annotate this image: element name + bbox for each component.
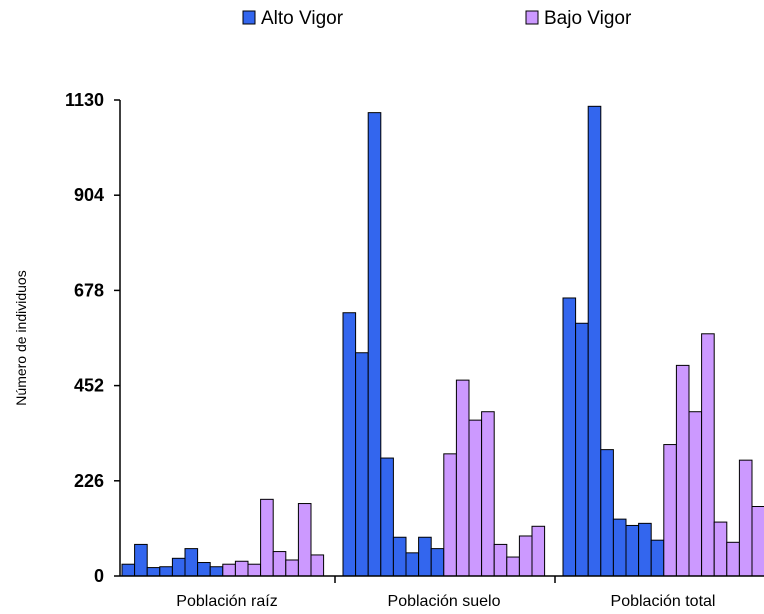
bar-bajo-vigor-g2-4 xyxy=(481,411,495,577)
bar-alto-vigor-g1-1 xyxy=(121,563,136,577)
y-tick-label: 452 xyxy=(74,376,104,396)
x-axis-categories: Población raíz Población suelo Población t… xyxy=(176,576,715,610)
bar-alto-vigor-g2-3 xyxy=(367,112,382,577)
bar-alto-vigor-g3-2 xyxy=(575,322,589,577)
bar-alto-vigor-g2-2 xyxy=(355,352,369,577)
bar-bajo-vigor-g3-5 xyxy=(713,521,728,577)
bar-bajo-vigor-g1-1 xyxy=(222,563,236,577)
bar-alto-vigor-g3-7 xyxy=(638,522,652,577)
bar-bajo-vigor-g2-1 xyxy=(443,453,457,577)
bar-alto-vigor-g1-6 xyxy=(184,548,199,577)
bar-alto-vigor-g1-7 xyxy=(197,562,211,577)
bar-alto-vigor-g2-4 xyxy=(380,457,394,577)
bar-alto-vigor-g3-4 xyxy=(600,449,614,577)
bar-bajo-vigor-g1-3 xyxy=(247,563,262,577)
bars xyxy=(121,105,764,577)
legend-swatch-alto-vigor xyxy=(242,10,256,25)
x-category-label: Población total xyxy=(611,593,716,610)
bar-bajo-vigor-g2-7 xyxy=(518,535,533,577)
legend-label-alto-vigor: Alto Vigor xyxy=(261,8,344,29)
bar-bajo-vigor-g3-2 xyxy=(675,364,690,577)
bar-alto-vigor-g2-8 xyxy=(430,548,445,577)
y-axis-ticks: 0 226 452 678 904 1130 xyxy=(65,90,120,586)
bar-alto-vigor-g2-5 xyxy=(392,536,407,577)
bar-bajo-vigor-g3-1 xyxy=(663,444,677,577)
bar-alto-vigor-g3-8 xyxy=(650,539,665,577)
y-tick-label: 1130 xyxy=(65,90,104,110)
bar-bajo-vigor-g1-6 xyxy=(285,559,299,577)
bar-bajo-vigor-g2-5 xyxy=(493,543,508,577)
bar-bajo-vigor-g3-3 xyxy=(688,411,703,577)
bar-bajo-vigor-g1-5 xyxy=(272,551,287,577)
bar-bajo-vigor-g1-7 xyxy=(297,503,312,577)
legend: Alto Vigor Bajo Vigor xyxy=(242,8,632,29)
bar-bajo-vigor-g2-6 xyxy=(506,556,520,577)
bar-alto-vigor-g1-5 xyxy=(171,557,186,577)
bar-alto-vigor-g1-4 xyxy=(159,566,173,577)
bar-alto-vigor-g1-3 xyxy=(146,567,161,577)
bar-alto-vigor-g3-3 xyxy=(587,105,602,577)
legend-label-bajo-vigor: Bajo Vigor xyxy=(544,8,632,29)
x-category-label: Población raíz xyxy=(176,593,277,610)
bar-alto-vigor-g2-6 xyxy=(405,552,420,577)
bar-bajo-vigor-g3-7 xyxy=(738,459,753,577)
y-axis-title: Número de individuos xyxy=(13,270,29,405)
bar-alto-vigor-g2-7 xyxy=(418,536,432,577)
bar-bajo-vigor-g2-2 xyxy=(455,379,470,577)
bar-bajo-vigor-g1-2 xyxy=(234,560,249,577)
y-tick-label: 678 xyxy=(74,280,104,300)
bar-alto-vigor-g3-6 xyxy=(625,524,640,577)
bar-bajo-vigor-g2-8 xyxy=(531,525,546,577)
bar-bajo-vigor-g2-3 xyxy=(468,419,483,577)
bar-bajo-vigor-g1-8 xyxy=(310,554,325,577)
bar-bajo-vigor-g1-4 xyxy=(260,498,274,577)
legend-swatch-bajo-vigor xyxy=(525,10,539,25)
bar-alto-vigor-g3-5 xyxy=(612,518,627,577)
bar-alto-vigor-g1-2 xyxy=(134,543,148,577)
y-tick-label: 226 xyxy=(74,471,104,491)
y-tick-label: 904 xyxy=(74,185,104,205)
bar-bajo-vigor-g3-4 xyxy=(701,333,715,577)
bar-alto-vigor-g1-8 xyxy=(209,566,224,577)
bar-bajo-vigor-g3-6 xyxy=(726,541,740,577)
y-tick-label: 0 xyxy=(94,566,104,586)
bar-alto-vigor-g2-1 xyxy=(342,312,357,577)
bar-alto-vigor-g3-1 xyxy=(562,297,577,577)
x-category-label: Población suelo xyxy=(388,593,501,610)
bar-bajo-vigor-g3-8 xyxy=(751,506,764,577)
